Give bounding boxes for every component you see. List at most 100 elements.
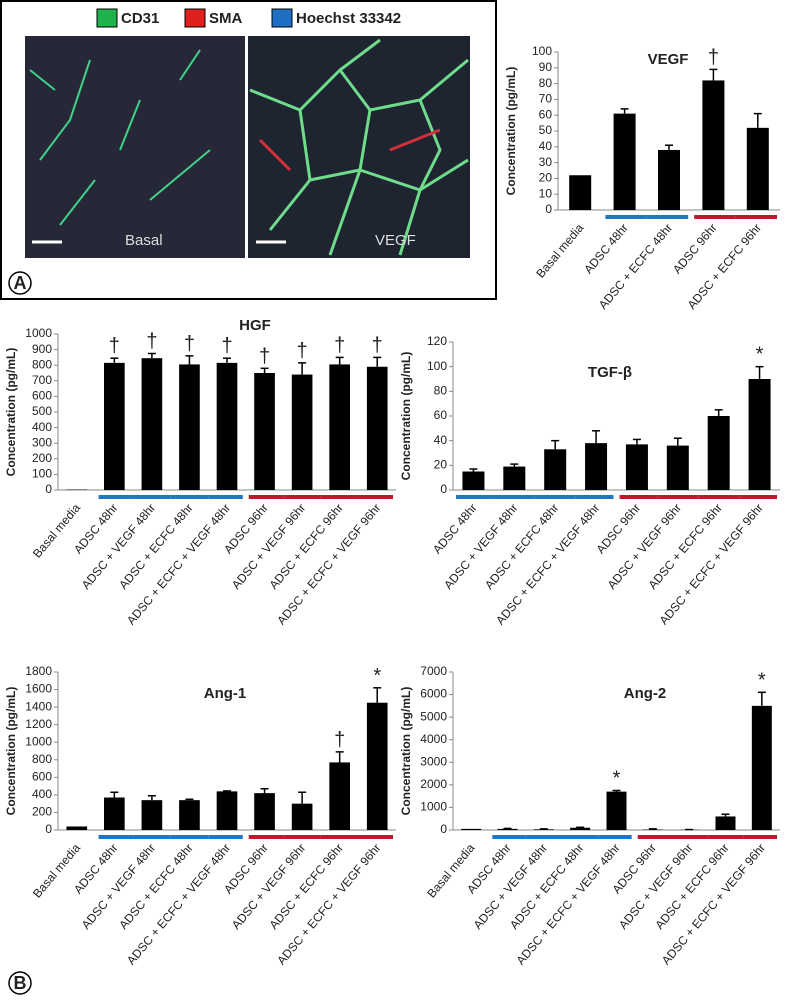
chart-title: TGF-β: [588, 364, 632, 381]
y-tick-label: 0: [545, 202, 552, 216]
y-tick-label: 100: [427, 359, 447, 373]
bar: [216, 791, 238, 830]
group-bar: [534, 495, 576, 499]
y-tick-label: 60: [539, 107, 553, 121]
y-tick-label: 7000: [420, 664, 447, 678]
bar: [104, 797, 125, 830]
bar: [569, 175, 592, 210]
y-tick-label: 20: [539, 171, 553, 185]
y-tick-label: 6000: [420, 687, 447, 701]
y-tick-label: 800: [32, 357, 52, 371]
group-bar: [358, 495, 393, 499]
y-tick-label: 100: [532, 44, 552, 58]
y-tick-label: 40: [434, 433, 448, 447]
group-bar: [698, 495, 740, 499]
legend-label: SMA: [209, 10, 243, 27]
x-tick-label: Basal media: [533, 221, 586, 281]
bar: [544, 449, 567, 490]
x-tick-label: ADSC + VEGF 96hr: [605, 501, 685, 592]
y-tick-label: 600: [32, 770, 52, 784]
group-bar: [657, 495, 699, 499]
group-bar: [283, 495, 321, 499]
y-tick-label: 120: [427, 334, 447, 348]
group-bar: [248, 835, 284, 839]
bar: [461, 828, 482, 830]
annotation: †: [297, 340, 308, 362]
group-bar: [575, 495, 614, 499]
legend-swatch: [271, 8, 293, 28]
y-tick-label: 900: [32, 342, 52, 356]
group-bar: [320, 835, 359, 839]
y-tick-label: 70: [539, 92, 553, 106]
annotation: †: [708, 46, 719, 68]
y-tick-label: 200: [32, 805, 52, 819]
y-tick-label: 5000: [420, 709, 447, 723]
group-bar: [170, 495, 209, 499]
group-bar: [170, 835, 209, 839]
group-bar: [619, 495, 658, 499]
chart-title: VEGF: [648, 51, 689, 68]
bar: [570, 827, 591, 830]
bar: [254, 793, 275, 830]
bar: [751, 705, 772, 830]
group-bar: [98, 495, 134, 499]
bar: [666, 445, 689, 490]
annotation: *: [373, 665, 381, 687]
chart-title: Ang-1: [204, 685, 247, 702]
bar: [613, 113, 636, 210]
y-tick-label: 800: [32, 752, 52, 766]
annotation: *: [756, 344, 764, 366]
bar: [658, 149, 680, 210]
y-tick-label: 200: [32, 451, 52, 465]
group-bar: [456, 495, 494, 499]
y-tick-label: 50: [539, 123, 553, 137]
group-bar: [133, 835, 171, 839]
annotation: †: [109, 335, 120, 357]
group-bar: [320, 495, 359, 499]
bar: [702, 80, 725, 210]
y-tick-label: 1800: [25, 664, 52, 678]
y-tick-label: 40: [539, 139, 553, 153]
group-bar: [358, 835, 393, 839]
group-bar: [562, 835, 599, 839]
y-tick-label: 400: [32, 787, 52, 801]
bar: [585, 443, 608, 490]
bar: [254, 373, 275, 490]
bar: [216, 362, 238, 490]
y-tick-label: 1600: [25, 682, 52, 696]
panel-label-circle: [8, 971, 32, 995]
y-tick-label: 80: [434, 384, 448, 398]
bar: [748, 379, 771, 490]
panel-label-circle: [8, 271, 32, 295]
group-bar: [735, 215, 777, 219]
y-axis-label: Concentration (pg/mL): [4, 687, 18, 816]
bar: [141, 800, 163, 830]
annotation: †: [334, 334, 345, 356]
group-bar: [637, 835, 671, 839]
legend-label: CD31: [121, 10, 159, 27]
annotation: †: [146, 331, 157, 353]
y-tick-label: 0: [45, 482, 52, 496]
bar: [746, 127, 769, 210]
bar: [291, 803, 313, 830]
group-bar: [98, 835, 134, 839]
image-label: Basal: [125, 232, 163, 249]
group-bar: [492, 835, 526, 839]
group-bar: [646, 215, 689, 219]
y-tick-label: 1000: [25, 326, 52, 340]
bar: [179, 364, 200, 490]
y-tick-label: 600: [32, 389, 52, 403]
bar: [179, 800, 200, 830]
bar: [462, 471, 485, 490]
annotation: *: [758, 669, 766, 691]
x-tick-label: ADSC + ECFC 48hr: [482, 501, 562, 592]
group-bar: [208, 835, 243, 839]
y-tick-label: 1000: [420, 800, 447, 814]
panel-label: B: [14, 973, 27, 993]
y-tick-label: 90: [539, 60, 553, 74]
group-bar: [133, 495, 171, 499]
bar: [366, 702, 388, 830]
x-tick-label: ADSC + ECFC 96hr: [645, 501, 725, 592]
bar: [66, 826, 88, 830]
annotation: †: [184, 333, 195, 355]
